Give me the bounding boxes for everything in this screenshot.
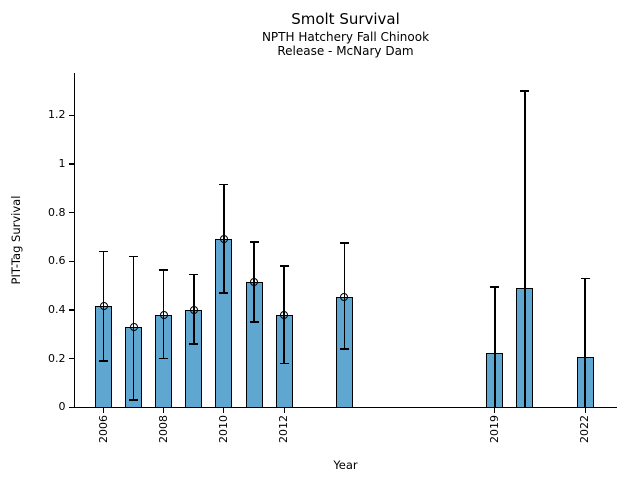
error-cap-top-2014	[339, 242, 349, 244]
x-tick-label-2019: 2019	[487, 415, 501, 443]
y-axis-label: PIT-Tag Survival	[9, 195, 23, 285]
error-cap-top-2022	[580, 277, 590, 280]
x-tick-label-2012: 2012	[277, 415, 291, 443]
x-tick-label-2010: 2010	[216, 415, 230, 443]
y-tick-0.2	[69, 358, 74, 360]
chart-subtitle-line1: NPTH Hatchery Fall Chinook	[261, 30, 430, 44]
error-cap-top-2020	[520, 90, 530, 92]
marker-2011	[250, 278, 258, 286]
y-tick-0	[69, 406, 74, 408]
y-tick-1	[69, 163, 74, 165]
error-bar-2022	[584, 278, 586, 408]
y-tick-1.2	[69, 114, 74, 116]
error-cap-bottom-2010	[219, 292, 229, 294]
y-tick-label-0.8: 0.8	[48, 205, 66, 219]
x-tick-label-2008: 2008	[156, 415, 170, 443]
error-cap-bottom-2014	[339, 348, 349, 350]
marker-2006	[99, 302, 108, 311]
error-cap-bottom-2009	[189, 343, 199, 345]
marker-2014	[340, 292, 349, 301]
error-cap-top-2007	[129, 255, 139, 258]
error-cap-bottom-2008	[159, 357, 169, 360]
error-cap-top-2006	[99, 250, 108, 253]
y-tick-0.4	[69, 309, 74, 311]
y-tick-label-1.2: 1.2	[48, 108, 66, 122]
y-axis-spine	[73, 73, 75, 409]
y-tick-label-0.6: 0.6	[48, 254, 66, 268]
marker-2012	[280, 310, 289, 319]
x-tick-2012	[283, 408, 285, 413]
x-axis-label: Year	[333, 458, 358, 472]
error-cap-top-2010	[219, 183, 229, 186]
x-tick-2019	[494, 408, 496, 413]
marker-2010	[219, 235, 228, 244]
error-bar-2019	[494, 286, 496, 408]
error-cap-bottom-2006	[99, 360, 108, 362]
y-tick-label-0.2: 0.2	[48, 351, 66, 365]
x-tick-2008	[163, 408, 165, 413]
chart-title: Smolt Survival	[291, 10, 400, 28]
error-cap-bottom-2011	[249, 321, 259, 323]
y-tick-0.8	[69, 212, 74, 214]
error-cap-top-2008	[159, 269, 169, 271]
y-tick-0.6	[69, 260, 74, 262]
x-tick-2006	[102, 408, 105, 413]
x-tick-label-2006: 2006	[96, 415, 110, 443]
error-cap-top-2019	[490, 286, 500, 288]
error-bar-2020	[524, 91, 526, 408]
x-tick-2022	[584, 408, 586, 413]
error-cap-bottom-2007	[129, 399, 139, 401]
error-cap-top-2011	[249, 241, 259, 243]
error-cap-bottom-2012	[279, 362, 289, 365]
error-cap-top-2009	[189, 273, 199, 276]
chart-subtitle-line2: Release - McNary Dam	[277, 44, 414, 58]
error-cap-top-2012	[279, 265, 289, 267]
marker-2009	[189, 305, 198, 314]
x-axis-spine	[73, 407, 617, 409]
y-tick-label-1: 1	[58, 157, 66, 170]
x-tick-label-2022: 2022	[578, 415, 592, 443]
x-tick-2010	[223, 408, 225, 413]
y-tick-label-0: 0	[58, 400, 66, 414]
marker-2007	[129, 323, 138, 331]
y-tick-label-0.4: 0.4	[48, 302, 66, 316]
marker-2008	[159, 310, 168, 319]
